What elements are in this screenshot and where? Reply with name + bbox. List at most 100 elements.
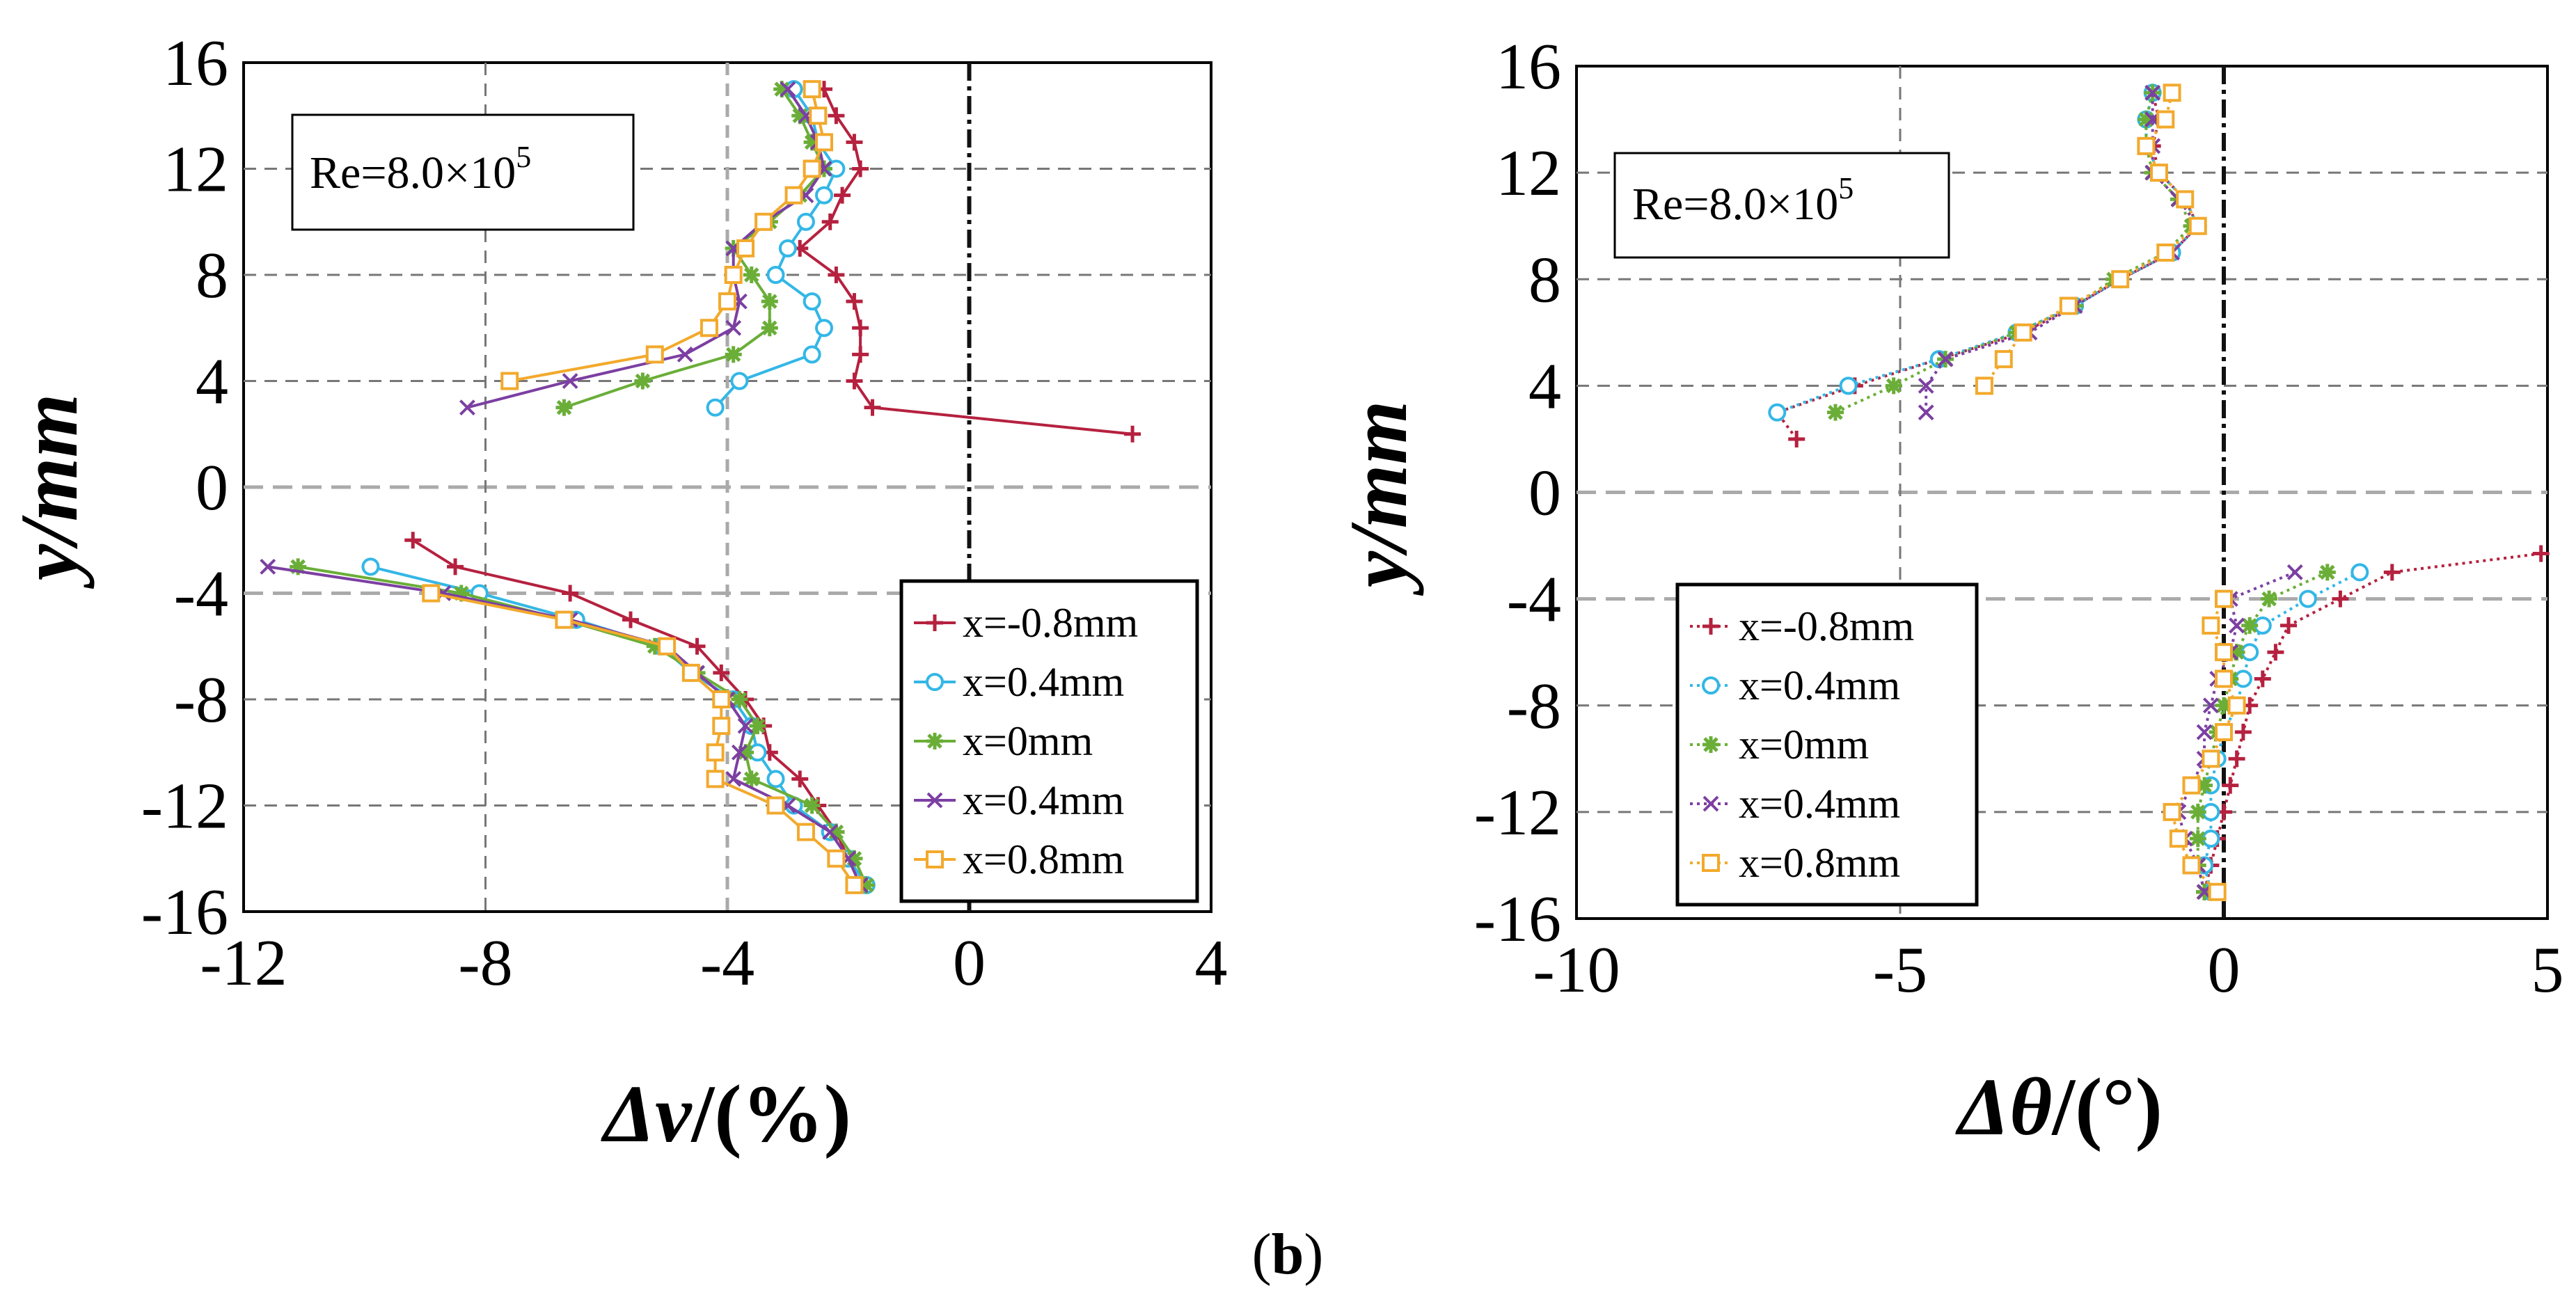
data-point	[852, 160, 869, 177]
x-axis-unit: /(%)	[690, 1068, 851, 1159]
data-point	[803, 159, 821, 178]
data-point	[852, 319, 869, 337]
x-tick-label: -12	[200, 927, 287, 999]
data-point	[1124, 425, 1141, 443]
x-tick-label: -5	[1873, 934, 1927, 1006]
data-point	[1918, 404, 1934, 421]
data-point	[749, 717, 766, 735]
legend: x=-0.8mm x=0.4mm x=0mm x=0.4mm x=0.8mm	[1675, 582, 1979, 907]
data-point	[2059, 296, 2078, 315]
data-point	[2332, 590, 2349, 608]
data-point	[2137, 136, 2156, 155]
x-axis-symbol: Δθ	[1955, 1061, 2052, 1152]
data-point	[2144, 84, 2161, 101]
data-point	[803, 797, 821, 814]
data-point	[845, 875, 864, 894]
data-point	[2196, 724, 2213, 740]
legend-item: x=0.8mm	[1690, 840, 1900, 886]
data-point	[404, 532, 422, 549]
panel-angle-deviation: -10 -5 0 5 16 12 8 4 0 -4 -8 -12 -16 y/mm Δθ/(°) Re=…	[1333, 31, 2564, 1152]
data-point	[846, 372, 863, 390]
y-axis-label: y/mm	[1333, 401, 1424, 596]
data-point	[634, 372, 651, 390]
y-tick-label: 12	[163, 134, 228, 206]
series-4	[422, 80, 864, 894]
y-tick-label: -16	[141, 876, 228, 948]
data-point	[803, 345, 821, 364]
y-tick-label: 12	[1496, 137, 1561, 209]
y-tick-label: -4	[1507, 564, 1561, 636]
legend-label: x=0mm	[963, 718, 1093, 764]
data-point	[2318, 564, 2336, 581]
y-tick-label: 0	[196, 452, 228, 524]
data-point	[809, 106, 828, 125]
x-axis-unit: /(°)	[2050, 1061, 2163, 1152]
legend-marker	[926, 850, 944, 868]
data-point	[645, 345, 664, 364]
data-point	[731, 691, 748, 708]
legend-item: x=0mm	[1690, 722, 1869, 768]
y-tick-label: -4	[174, 558, 228, 630]
data-point	[459, 399, 475, 416]
data-point	[1937, 351, 1954, 367]
data-point	[828, 107, 845, 125]
x-tick-label: 0	[953, 927, 986, 999]
data-point	[555, 399, 573, 416]
data-point	[2383, 564, 2401, 581]
data-point	[2188, 216, 2207, 235]
x-tick-label: -8	[458, 927, 512, 999]
data-point	[2286, 564, 2303, 580]
data-point	[2156, 243, 2175, 262]
y-tick-label: 16	[163, 27, 228, 100]
data-point	[724, 266, 743, 284]
x-axis-label: Δθ/(°)	[1955, 1061, 2163, 1152]
data-point	[2215, 643, 2233, 662]
data-point	[2138, 111, 2155, 128]
series-line-upper	[1983, 92, 2200, 387]
legend-label: x=0.4mm	[963, 777, 1124, 823]
data-point	[706, 743, 725, 762]
data-point	[422, 584, 441, 603]
data-point	[2215, 723, 2233, 742]
data-point	[852, 346, 869, 363]
legend-marker	[1702, 676, 1720, 694]
annotation-text: Re=8.0×105	[310, 140, 531, 198]
data-point	[1885, 377, 1902, 395]
x-tick-label: 5	[2531, 934, 2564, 1006]
data-point	[2532, 545, 2550, 562]
data-point	[778, 239, 797, 257]
legend-label: x=0.4mm	[963, 659, 1124, 705]
data-point	[766, 796, 785, 815]
data-point	[2254, 670, 2271, 688]
data-point	[2280, 617, 2297, 634]
data-point	[791, 107, 809, 125]
data-point	[700, 319, 718, 338]
data-point	[562, 373, 578, 389]
legend-item: x=0mm	[914, 718, 1093, 764]
data-point	[796, 212, 815, 231]
data-point	[803, 134, 821, 151]
y-tick-label: 8	[1528, 244, 1561, 316]
data-point	[730, 372, 749, 390]
data-point	[822, 824, 839, 841]
y-tick-label: -8	[174, 664, 228, 736]
data-point	[681, 663, 700, 682]
data-point	[2215, 669, 2233, 688]
legend-marker	[1702, 618, 1719, 635]
data-point	[761, 293, 778, 310]
data-point	[731, 744, 748, 761]
legend-marker	[1702, 795, 1719, 812]
data-point	[846, 850, 863, 867]
data-point	[2150, 164, 2168, 182]
legend-marker	[926, 733, 943, 749]
annotation-text: Re=8.0×105	[1632, 171, 1854, 230]
y-tick-label: 4	[196, 346, 228, 418]
data-point	[2208, 882, 2227, 901]
data-point	[2298, 589, 2317, 608]
y-tick-label: 4	[1528, 350, 1561, 422]
data-point	[2350, 563, 2369, 582]
annotation-box: Re=8.0×105	[291, 113, 635, 231]
data-point	[815, 133, 833, 152]
data-point	[1827, 404, 1844, 421]
